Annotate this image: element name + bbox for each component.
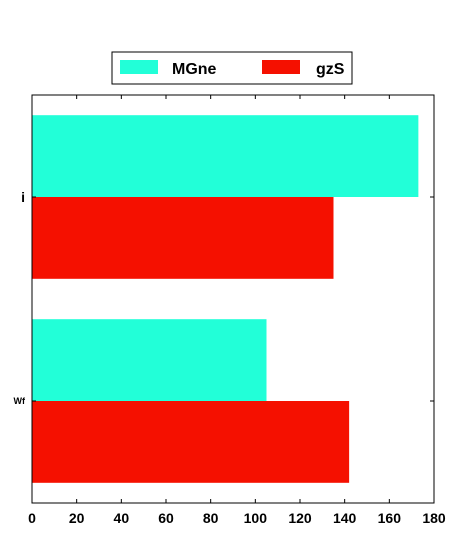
legend-swatch-gzs — [262, 60, 300, 74]
x-tick-label: 120 — [288, 510, 312, 526]
x-tick-label: 140 — [333, 510, 357, 526]
axes: i Wf 0 20 40 60 80 100 120 140 160 180 — [14, 95, 446, 526]
bars — [32, 115, 419, 483]
x-tick-label: 100 — [244, 510, 268, 526]
y-tick-label: Wf — [14, 396, 26, 406]
x-tick-label: 60 — [158, 510, 174, 526]
y-tick-label: i — [21, 189, 25, 205]
x-tick-label: 0 — [28, 510, 36, 526]
x-tick-label: 80 — [203, 510, 219, 526]
plot-frame — [31, 94, 435, 504]
legend-swatch-mgne — [120, 60, 158, 74]
legend-label-mgne: MGne — [172, 61, 217, 78]
bar-gzs-i — [32, 197, 334, 279]
x-tick-label: 180 — [422, 510, 446, 526]
bar-gzs-wf — [32, 401, 350, 483]
x-tick-label: 40 — [114, 510, 130, 526]
x-tick-label: 20 — [69, 510, 85, 526]
legend-label-gzs: gzS — [316, 61, 345, 78]
x-tick-label: 160 — [378, 510, 402, 526]
bar-mgne-wf — [32, 319, 267, 401]
bar-mgne-i — [32, 115, 419, 197]
legend: MGne gzS — [111, 51, 353, 85]
